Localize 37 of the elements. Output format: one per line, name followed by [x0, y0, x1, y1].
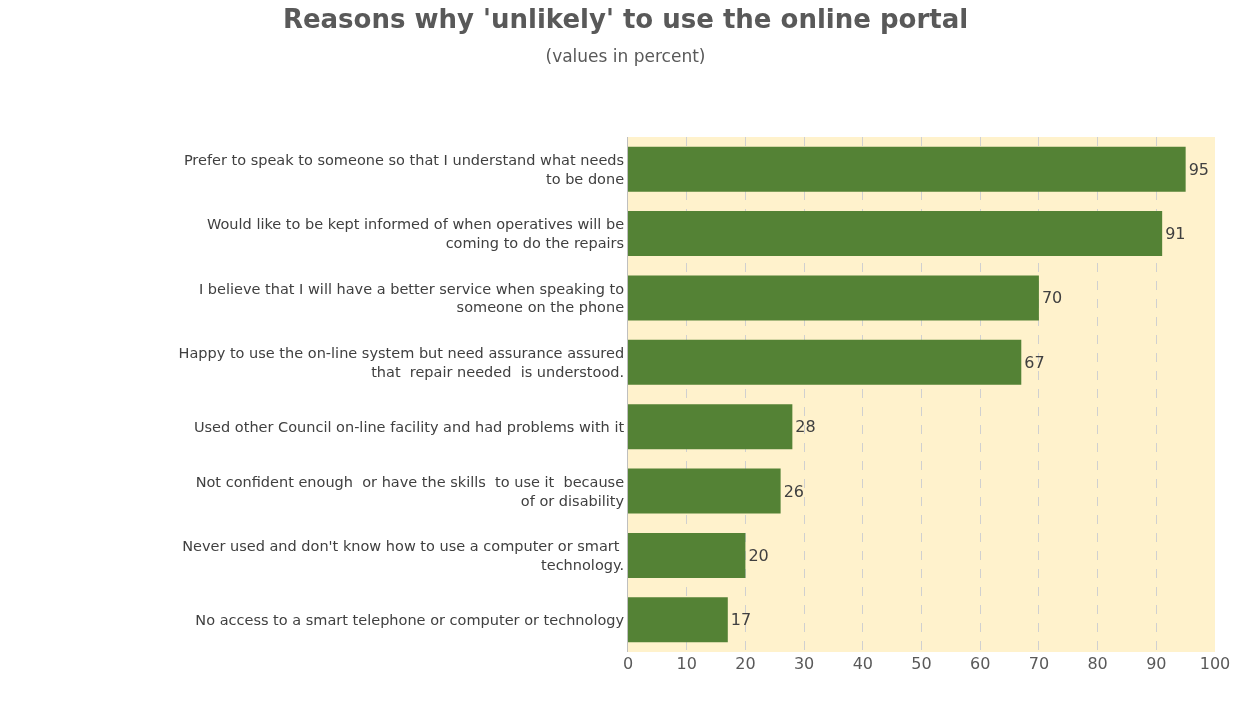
data-label: 95 — [1188, 159, 1210, 179]
x-tick-label: 80 — [1087, 654, 1108, 673]
y-tick-label: Happy to use the on-line system but need assurance assured that repair needed is understood. — [178, 344, 625, 380]
x-tick-label: 10 — [676, 654, 697, 673]
y-tick-label: Never used and don't know how to use a computer or smart technology. — [182, 538, 625, 573]
y-tick-label: Prefer to speak to someone so that I understand what needs to be done — [183, 151, 625, 187]
chart-subtitle: (values in percent) — [545, 45, 706, 66]
y-tick-label: Used other Council on-line facility and had problems with it — [193, 418, 625, 435]
x-tick-label: 50 — [911, 654, 932, 673]
data-label: 28 — [795, 417, 816, 437]
bar — [628, 597, 728, 643]
x-tick-label: 0 — [622, 654, 634, 673]
x-tick-label: 20 — [735, 654, 756, 673]
chart-title: Reasons why 'unlikely' to use the online portal — [282, 4, 969, 35]
data-label: 70 — [1041, 288, 1063, 308]
x-tick-label: 90 — [1146, 654, 1167, 673]
x-tick-label: 70 — [1028, 654, 1050, 673]
data-label: 67 — [1024, 352, 1045, 372]
bar — [628, 146, 1186, 192]
bar — [628, 275, 1039, 321]
data-label: 91 — [1165, 224, 1186, 244]
bar — [628, 532, 746, 578]
data-label: 26 — [783, 481, 804, 501]
data-label: 20 — [748, 545, 769, 565]
bar — [628, 468, 781, 514]
bar — [628, 339, 1022, 385]
y-tick-label: I believe that I will have a better service when speaking to someone on the phone — [198, 280, 625, 316]
y-tick-label: Would like to be kept informed of when operatives will be coming to do the repairs — [207, 216, 625, 252]
y-tick-label: Not confident enough or have the skills to use it because of or disability — [195, 473, 625, 509]
bar — [628, 211, 1163, 257]
x-tick-label: 40 — [852, 654, 873, 673]
data-label: 17 — [730, 610, 752, 630]
x-tick-label: 30 — [793, 654, 815, 673]
x-tick-label: 60 — [970, 654, 991, 673]
y-tick-label: No access to a smart telephone or computer or technology — [195, 611, 625, 628]
x-tick-label: 100 — [1199, 654, 1231, 673]
bar — [628, 404, 793, 450]
